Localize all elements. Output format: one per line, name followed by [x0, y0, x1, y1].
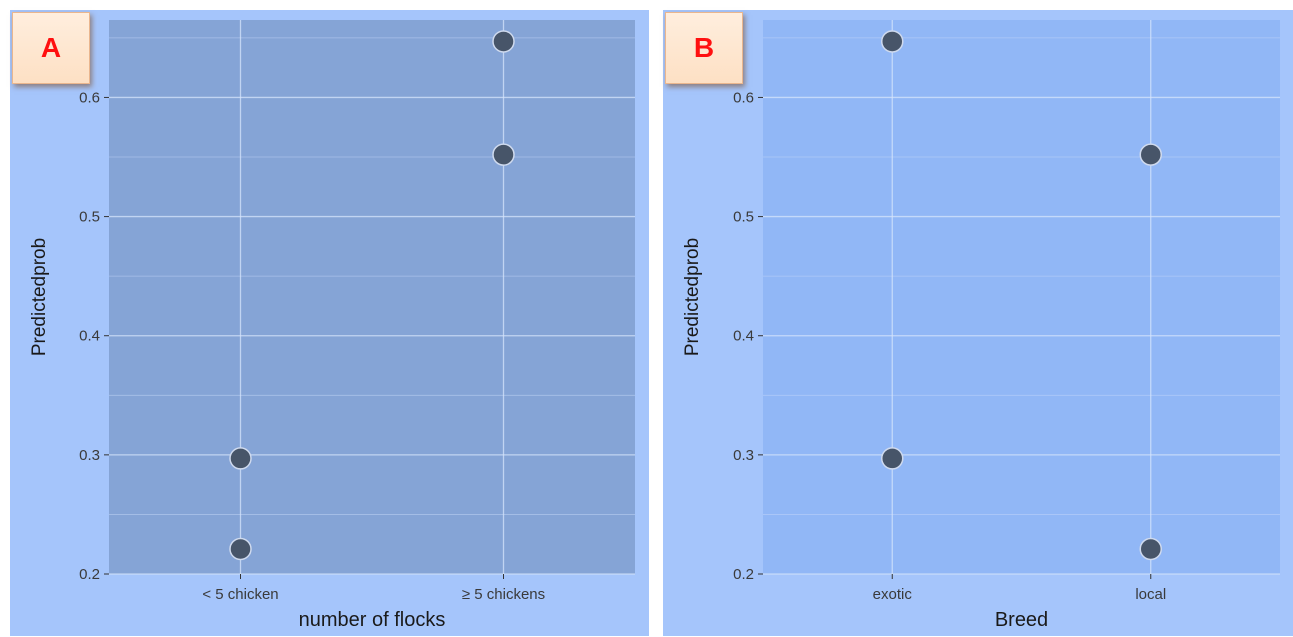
scatter-plot-a: 0.2 0.3 0.4 0.5 0.6 < 5 chicken ≥ 5 chickens nu… — [29, 20, 635, 631]
y-tick-label: 0.2 — [733, 566, 754, 583]
chart-panel-b: 0.2 0.3 0.4 0.5 0.6 exotic local Breed Predicted… — [663, 10, 1293, 636]
chart-panel-a: 0.2 0.3 0.4 0.5 0.6 < 5 chicken ≥ 5 chickens nu… — [10, 10, 649, 636]
panel-label-b: B — [693, 32, 715, 63]
data-point — [881, 447, 904, 470]
data-point — [229, 447, 252, 470]
y-tick-label: 0.5 — [733, 209, 754, 226]
x-axis-title: Breed — [995, 609, 1048, 631]
data-point — [229, 537, 252, 561]
plot-background — [763, 20, 1280, 574]
y-tick-label: 0.3 — [79, 447, 100, 464]
panel-label-a: A — [40, 32, 62, 63]
plot-background — [109, 20, 635, 574]
data-point — [492, 143, 515, 166]
y-tick-label: 0.2 — [79, 566, 100, 583]
x-tick-label: exotic — [873, 586, 913, 603]
y-tick-label: 0.3 — [733, 447, 754, 464]
y-tick-label: 0.6 — [79, 89, 100, 106]
x-tick-label: < 5 chicken — [202, 586, 278, 603]
panel-label-badge-b: B — [665, 12, 743, 84]
data-point — [1139, 143, 1162, 166]
y-axis-title: Predictedprob — [682, 238, 703, 356]
data-point — [492, 30, 515, 53]
data-point — [881, 30, 904, 53]
y-axis-title: Predictedprob — [29, 238, 50, 356]
scatter-plot-b: 0.2 0.3 0.4 0.5 0.6 exotic local Breed Predicted… — [682, 20, 1280, 631]
y-tick-label: 0.4 — [733, 328, 754, 345]
y-tick-label: 0.5 — [79, 209, 100, 226]
y-tick-label: 0.6 — [733, 89, 754, 106]
x-tick-label: local — [1135, 586, 1166, 603]
data-point — [1139, 537, 1162, 561]
x-tick-label: ≥ 5 chickens — [462, 586, 545, 603]
panel-label-badge-a: A — [12, 12, 90, 84]
x-axis-title: number of flocks — [299, 609, 446, 631]
y-tick-label: 0.4 — [79, 328, 100, 345]
